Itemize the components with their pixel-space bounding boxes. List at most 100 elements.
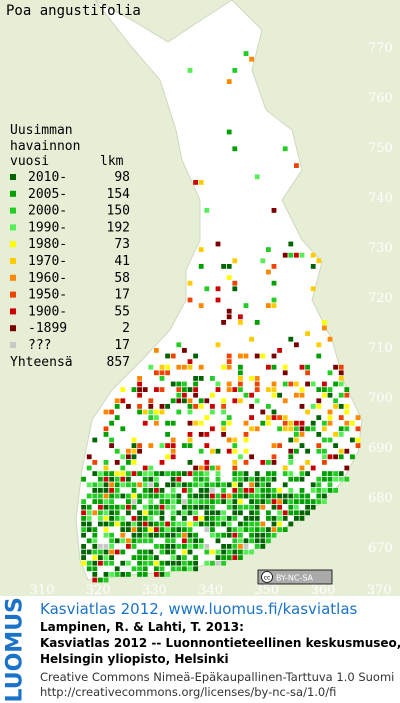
legend-swatch bbox=[10, 274, 16, 281]
observation-square bbox=[187, 364, 193, 370]
legend-label: 1900- bbox=[28, 304, 67, 319]
observation-square bbox=[170, 443, 176, 448]
observation-square bbox=[277, 527, 282, 532]
observation-square bbox=[86, 560, 92, 566]
observation-square bbox=[243, 549, 249, 555]
observation-square bbox=[254, 381, 260, 387]
observation-square bbox=[126, 572, 131, 577]
observation-square bbox=[238, 544, 243, 549]
observation-square bbox=[305, 426, 310, 432]
observation-square bbox=[288, 488, 294, 493]
legend-count: 2 bbox=[122, 321, 130, 336]
observation-square bbox=[137, 538, 142, 544]
observation-square bbox=[148, 516, 154, 521]
observation-square bbox=[176, 476, 182, 482]
observation-square bbox=[137, 521, 142, 527]
observation-square bbox=[170, 454, 176, 460]
observation-square bbox=[316, 353, 322, 359]
observation-square bbox=[109, 420, 114, 426]
observation-square bbox=[98, 549, 103, 555]
observation-square bbox=[294, 420, 299, 426]
observation-square bbox=[159, 460, 165, 465]
observation-square bbox=[120, 454, 126, 460]
observation-square bbox=[92, 527, 98, 532]
observation-square bbox=[126, 560, 131, 566]
observation-square bbox=[81, 504, 86, 510]
observation-square bbox=[232, 146, 238, 152]
observation-square bbox=[322, 392, 327, 398]
observation-square bbox=[142, 572, 148, 577]
observation-square bbox=[238, 538, 243, 544]
observation-square bbox=[221, 398, 226, 404]
observation-square bbox=[221, 560, 226, 566]
observation-square bbox=[159, 370, 165, 376]
observation-square bbox=[282, 471, 288, 476]
observation-square bbox=[243, 437, 249, 443]
observation-square bbox=[282, 499, 288, 504]
observation-square bbox=[137, 392, 142, 398]
observation-square bbox=[299, 392, 305, 398]
observation-square bbox=[305, 409, 310, 415]
observation-square bbox=[142, 488, 148, 493]
observation-square bbox=[282, 426, 288, 432]
observation-square bbox=[198, 180, 204, 185]
legend-count: 41 bbox=[114, 254, 130, 269]
observation-square bbox=[98, 577, 103, 583]
atlas-link[interactable]: Kasviatlas 2012, www.luomus.fi/kasviatla… bbox=[40, 600, 358, 618]
observation-square bbox=[266, 476, 271, 482]
observation-square bbox=[254, 426, 260, 432]
observation-square bbox=[86, 465, 92, 471]
observation-square bbox=[316, 415, 322, 420]
observation-square bbox=[170, 560, 176, 566]
observation-square bbox=[305, 493, 310, 499]
observation-square bbox=[226, 516, 232, 521]
observation-square bbox=[187, 432, 193, 437]
observation-square bbox=[159, 364, 165, 370]
observation-square bbox=[170, 527, 176, 532]
observation-square bbox=[271, 303, 277, 308]
legend-label: 2005- bbox=[28, 187, 67, 202]
observation-square bbox=[159, 504, 165, 510]
observation-square bbox=[238, 320, 243, 325]
observation-square bbox=[249, 499, 254, 504]
observation-square bbox=[243, 432, 249, 437]
observation-square bbox=[154, 476, 159, 482]
observation-square bbox=[182, 398, 187, 404]
observation-square bbox=[327, 336, 333, 342]
observation-square bbox=[226, 504, 232, 510]
observation-square bbox=[282, 510, 288, 516]
observation-square bbox=[305, 448, 310, 454]
observation-square bbox=[260, 499, 266, 504]
observation-square bbox=[226, 353, 232, 359]
observation-square bbox=[327, 409, 333, 415]
observation-square bbox=[204, 521, 210, 527]
observation-square bbox=[299, 420, 305, 426]
observation-square bbox=[232, 549, 238, 555]
observation-square bbox=[148, 482, 154, 488]
northing-label: 730 bbox=[368, 241, 393, 256]
observation-square bbox=[187, 493, 193, 499]
observation-square bbox=[114, 482, 120, 488]
legend-count: 192 bbox=[107, 220, 130, 235]
observation-square bbox=[114, 404, 120, 409]
observation-square bbox=[260, 538, 266, 544]
observation-square bbox=[210, 409, 215, 415]
observation-square bbox=[238, 532, 243, 538]
observation-square bbox=[249, 454, 254, 460]
observation-square bbox=[187, 549, 193, 555]
observation-square bbox=[271, 415, 277, 420]
observation-square bbox=[210, 504, 215, 510]
observation-square bbox=[305, 499, 310, 504]
observation-square bbox=[176, 381, 182, 387]
observation-square bbox=[142, 527, 148, 532]
observation-square bbox=[159, 488, 165, 493]
observation-square bbox=[243, 448, 249, 454]
observation-square bbox=[142, 465, 148, 471]
observation-square bbox=[226, 499, 232, 504]
observation-square bbox=[193, 493, 198, 499]
observation-square bbox=[193, 516, 198, 521]
license-url[interactable]: http://creativecommons.org/licenses/by-n… bbox=[40, 685, 337, 699]
observation-square bbox=[165, 454, 170, 460]
observation-square bbox=[204, 286, 210, 292]
observation-square bbox=[103, 409, 109, 415]
